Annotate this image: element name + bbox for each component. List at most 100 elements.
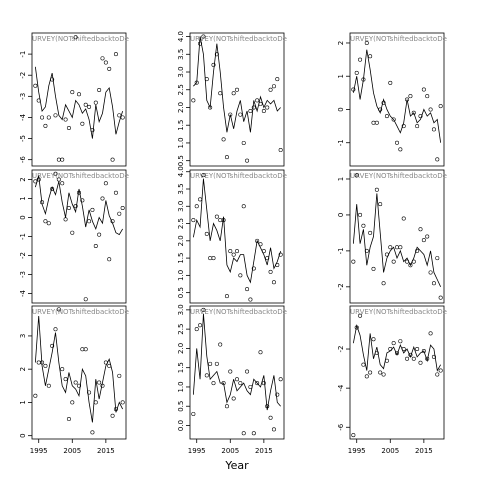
data-point: [378, 107, 383, 112]
y-tick-label: 2.5: [177, 324, 185, 335]
data-point: [255, 238, 260, 243]
data-point: [408, 94, 413, 99]
data-point: [248, 297, 253, 302]
data-point: [90, 128, 95, 133]
y-tick-label: 1: [19, 196, 27, 200]
data-point: [358, 212, 363, 217]
data-point: [73, 35, 78, 40]
y-tick-label: 0: [19, 433, 27, 437]
data-point: [391, 341, 396, 346]
data-point: [204, 373, 209, 378]
data-point: [381, 100, 386, 105]
data-point: [405, 356, 410, 361]
x-tick-label: 2015: [415, 447, 433, 455]
y-tick-label: 1.0: [177, 270, 185, 281]
y-tick-label: 2.0: [177, 102, 185, 113]
data-point: [361, 77, 366, 82]
data-point: [248, 109, 253, 114]
data-point: [87, 104, 92, 109]
data-point: [271, 84, 276, 89]
data-point: [43, 123, 48, 128]
data-point: [103, 360, 108, 365]
data-point: [70, 90, 75, 95]
data-point: [241, 204, 246, 209]
y-tick-label: 1.5: [177, 253, 185, 264]
data-point: [231, 252, 236, 257]
data-point: [70, 230, 75, 235]
data-point: [218, 342, 223, 347]
data-point: [374, 120, 379, 125]
data-point: [40, 360, 45, 365]
y-tick-label: 2: [337, 41, 345, 45]
data-point: [46, 383, 51, 388]
data-point: [428, 331, 433, 336]
data-point: [394, 245, 399, 250]
data-point: [391, 259, 396, 264]
y-tick-label: -1: [19, 233, 27, 240]
data-point: [381, 281, 386, 286]
data-point: [371, 120, 376, 125]
y-tick-label: 2.5: [177, 84, 185, 95]
data-point: [191, 98, 196, 103]
data-point: [421, 348, 426, 353]
y-tick-label: -1: [19, 51, 27, 58]
data-point: [63, 377, 68, 382]
data-point: [378, 370, 383, 375]
data-point: [351, 433, 356, 438]
data-point: [275, 77, 280, 82]
plot-frame: [31, 305, 127, 440]
data-point: [211, 62, 216, 67]
plot-frame: [189, 305, 285, 440]
data-point: [425, 94, 430, 99]
data-point: [368, 370, 373, 375]
data-point: [398, 339, 403, 344]
data-point: [235, 377, 240, 382]
data-point: [278, 252, 283, 257]
data-point: [238, 273, 243, 278]
y-tick-label: 1: [19, 400, 27, 404]
data-point: [435, 157, 440, 162]
data-point: [56, 307, 61, 312]
data-point: [428, 270, 433, 275]
data-point: [36, 98, 41, 103]
data-point: [107, 363, 112, 368]
data-point: [408, 263, 413, 268]
y-tick-label: -1: [337, 247, 345, 254]
data-point: [100, 383, 105, 388]
y-tick-label: 1: [337, 177, 345, 181]
data-point: [248, 384, 253, 389]
y-tick-label: 2.5: [177, 218, 185, 229]
data-point: [265, 404, 270, 409]
data-point: [394, 140, 399, 145]
data-point: [113, 190, 118, 195]
data-point: [251, 431, 256, 436]
data-point: [435, 372, 440, 377]
data-point: [80, 347, 85, 352]
fitted-line: [352, 324, 441, 372]
data-point: [33, 179, 38, 184]
y-tick-label: 0.5: [177, 287, 185, 298]
data-point: [241, 140, 246, 145]
data-point: [218, 218, 223, 223]
data-point: [36, 177, 41, 182]
panel-title: URVEY(NOTshiftedbacktoDe: [32, 172, 129, 180]
x-tick-label: 2015: [97, 447, 115, 455]
data-point: [83, 297, 88, 302]
data-point: [384, 114, 389, 119]
y-tick-label: -6: [337, 423, 345, 431]
data-point: [87, 390, 92, 395]
data-point: [80, 121, 85, 126]
data-point: [411, 356, 416, 361]
data-point: [364, 40, 369, 45]
y-tick-label: 0.5: [177, 155, 185, 166]
data-point: [245, 287, 250, 292]
x-tick-label: 2005: [221, 447, 239, 455]
data-point: [401, 216, 406, 221]
data-point: [251, 266, 256, 271]
data-point: [77, 190, 82, 195]
data-point: [388, 245, 393, 250]
data-point: [268, 415, 273, 420]
data-point: [214, 361, 219, 366]
data-point: [50, 187, 55, 192]
data-point: [351, 259, 356, 264]
